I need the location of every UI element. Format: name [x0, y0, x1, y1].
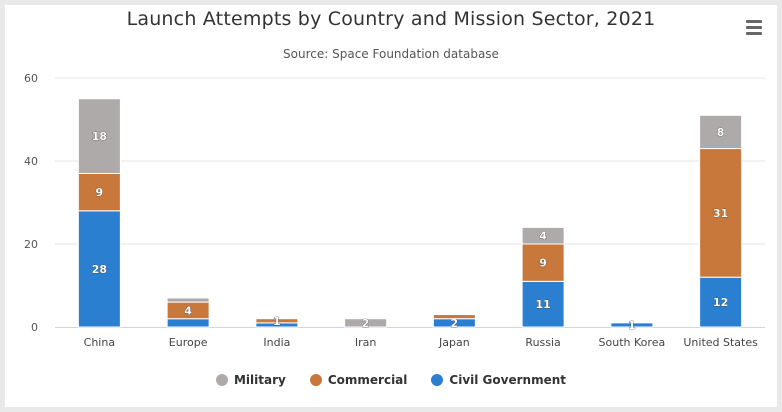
bar-segment	[610, 322, 654, 328]
legend-marker	[309, 374, 322, 386]
data-label: 4	[184, 304, 192, 317]
data-label: 4	[539, 230, 547, 243]
bar-segment	[77, 210, 121, 328]
y-tick-label: 40	[24, 155, 38, 168]
bar-segment	[521, 280, 565, 328]
legend-marker	[431, 374, 444, 386]
chart-container	[5, 5, 777, 407]
bar-segment	[344, 318, 388, 328]
legend-item[interactable]: Commercial	[309, 370, 408, 390]
chart-subtitle: Source: Space Foundation database	[283, 47, 499, 61]
legend-item[interactable]: Civil Government	[431, 370, 566, 390]
y-tick-label: 60	[24, 72, 38, 85]
data-label: 2	[362, 317, 370, 330]
x-tick-label: China	[84, 336, 115, 349]
hamburger-menu-icon[interactable]	[744, 18, 764, 36]
bar-segment	[699, 114, 743, 150]
chart-legend: Military Commercial Civil Government	[0, 370, 782, 390]
bar-segment	[77, 98, 121, 174]
chart-title: Launch Attempts by Country and Mission S…	[126, 8, 656, 30]
x-tick-label: Iran	[355, 336, 377, 349]
bar-segment	[699, 276, 743, 328]
bar-segment	[521, 243, 565, 282]
bar-segment	[77, 172, 121, 212]
bar-segment	[521, 226, 565, 245]
x-tick-label: Russia	[525, 336, 560, 349]
y-tick-label: 20	[24, 238, 38, 251]
x-tick-label: Japan	[438, 336, 470, 349]
data-label: 9	[96, 186, 104, 199]
bar-segment	[166, 297, 210, 303]
legend-marker	[215, 374, 228, 386]
data-label: 8	[717, 126, 725, 139]
bar-segment	[432, 314, 476, 320]
data-label: 1	[628, 319, 636, 332]
x-tick-label: South Korea	[599, 336, 666, 349]
data-label: 9	[539, 257, 547, 270]
bar-segment	[166, 318, 210, 328]
y-tick-label: 0	[31, 321, 38, 334]
legend-item[interactable]: Military	[215, 370, 286, 390]
bar-segment	[255, 318, 299, 324]
data-label: 12	[713, 296, 728, 309]
x-tick-label: India	[263, 336, 290, 349]
data-label: 28	[92, 263, 107, 276]
x-tick-label: Europe	[169, 336, 208, 349]
x-tick-label: United States	[683, 336, 758, 349]
data-label: 1	[273, 315, 281, 328]
data-label: 2	[451, 317, 459, 330]
legend-label: Civil Government	[449, 373, 566, 387]
data-label: 18	[92, 130, 107, 143]
legend-label: Commercial	[327, 373, 408, 387]
legend-label: Military	[233, 373, 286, 387]
data-label: 31	[713, 207, 728, 220]
data-label: 11	[535, 298, 550, 311]
